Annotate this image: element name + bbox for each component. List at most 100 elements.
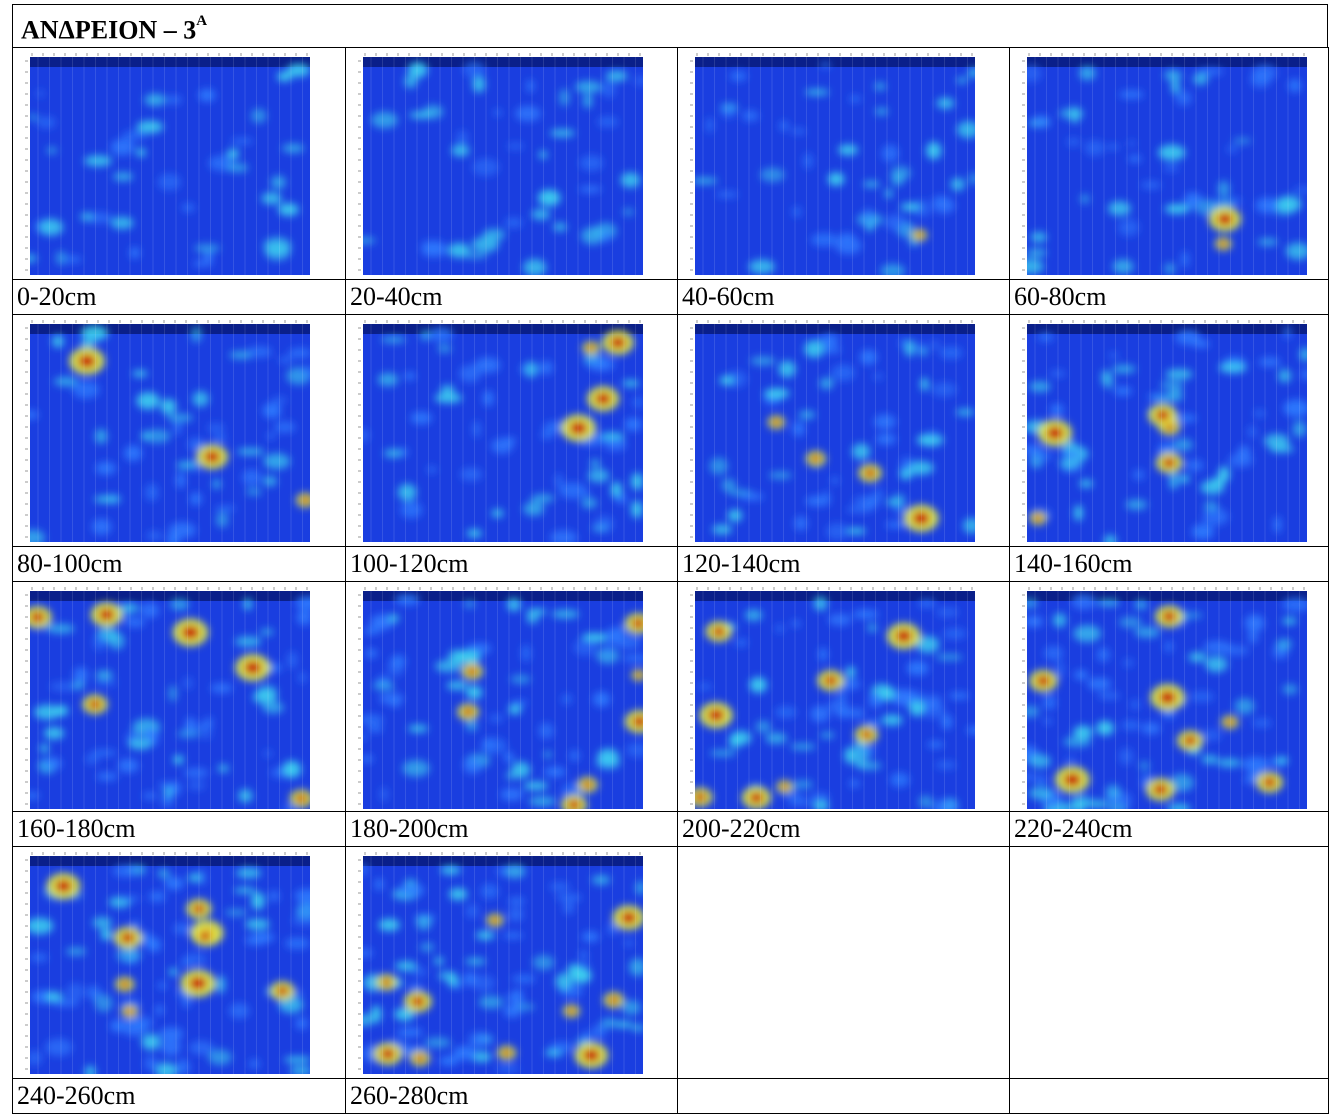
blob [157, 869, 170, 878]
blob [1282, 617, 1297, 625]
blob [1292, 186, 1307, 194]
blob [493, 109, 503, 116]
blob [615, 494, 628, 504]
blob [1247, 629, 1259, 644]
blobs [30, 63, 310, 268]
blob [503, 932, 524, 939]
blob [1097, 599, 1120, 607]
blob [955, 408, 975, 416]
blob [748, 259, 776, 275]
blob [1042, 694, 1057, 711]
blob [709, 457, 728, 475]
blob [1043, 717, 1053, 725]
blob [1086, 799, 1109, 809]
blob [727, 509, 743, 522]
blob [370, 1005, 382, 1024]
blobs [695, 61, 975, 275]
blob [1277, 195, 1302, 213]
blob [423, 105, 444, 119]
blob [183, 952, 207, 967]
blob [455, 649, 481, 664]
blob [1073, 624, 1102, 643]
blob [610, 481, 622, 499]
map-area [30, 856, 310, 1074]
blob [511, 761, 531, 779]
blob [236, 448, 265, 455]
heatmap [18, 318, 312, 544]
blob [1118, 616, 1143, 628]
blob [480, 883, 499, 899]
blob [631, 618, 643, 629]
blob [1185, 459, 1205, 472]
blob [128, 738, 153, 750]
blob [884, 214, 907, 231]
blob [1269, 445, 1295, 453]
blob [540, 430, 554, 440]
blob [567, 964, 582, 975]
blob [760, 167, 785, 183]
blob [1030, 232, 1047, 243]
blob [129, 246, 140, 259]
blob [968, 68, 975, 78]
blob [1061, 450, 1083, 459]
blob [827, 699, 849, 713]
blob [631, 500, 643, 519]
blob [383, 449, 403, 458]
blob [898, 337, 908, 349]
blob [466, 667, 478, 676]
blob [1087, 677, 1112, 690]
blob [465, 957, 486, 965]
blob [1163, 164, 1179, 172]
blob [465, 719, 478, 732]
blob [749, 792, 764, 804]
blob [1153, 783, 1168, 796]
blob [867, 623, 878, 633]
blob [774, 706, 797, 719]
blob [885, 521, 908, 529]
blob [123, 445, 143, 462]
blob [929, 340, 940, 351]
blob [730, 730, 752, 745]
blob [408, 982, 423, 993]
blob [72, 380, 100, 399]
blob [1118, 90, 1145, 99]
blob [144, 1056, 158, 1071]
blob [853, 706, 865, 721]
blob [578, 185, 602, 194]
blob [860, 730, 873, 740]
blob [1218, 362, 1247, 374]
depth-label: 40-60cm [682, 282, 775, 311]
blob [451, 144, 470, 157]
blob [624, 417, 643, 432]
blob [966, 726, 975, 735]
blob [848, 95, 861, 103]
depth-label: 220-240cm [1014, 814, 1133, 843]
blob [831, 364, 856, 382]
blob [402, 759, 430, 777]
blob [931, 799, 959, 809]
map-top [363, 591, 643, 601]
blob [224, 909, 248, 917]
blob [846, 527, 866, 535]
blob [278, 356, 293, 364]
blob [395, 961, 418, 971]
blob [429, 327, 454, 342]
blob [891, 493, 906, 507]
blob [838, 144, 859, 156]
blob [906, 660, 929, 676]
blob [94, 679, 118, 687]
blob [39, 743, 50, 753]
blob [526, 613, 539, 624]
blob [88, 699, 102, 710]
blob [508, 896, 526, 906]
blob [1199, 729, 1222, 742]
blob [582, 1031, 591, 1043]
blob [613, 1021, 633, 1028]
blob [1059, 108, 1084, 119]
blob [508, 907, 524, 922]
blob [400, 501, 423, 519]
blob [437, 970, 455, 981]
depth-label: 160-180cm [17, 814, 136, 843]
blob [909, 699, 925, 717]
